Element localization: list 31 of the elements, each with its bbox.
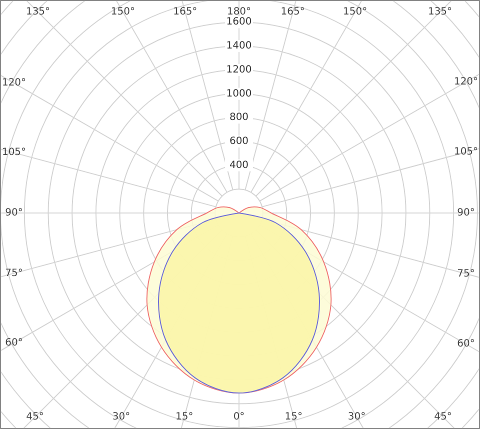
- spoke-label: 45°: [26, 412, 44, 422]
- spoke-label: 90°: [5, 208, 23, 218]
- spoke-label: 15°: [284, 412, 303, 422]
- spoke-label: 45°: [434, 412, 452, 422]
- spoke-label: 60°: [457, 338, 475, 350]
- y-tick-label: 1200: [226, 64, 252, 76]
- spoke-label: 30°: [348, 412, 366, 422]
- spoke-label: 150°: [110, 6, 135, 18]
- spoke-label: 135°: [26, 6, 50, 18]
- spoke-label: 75°: [457, 268, 475, 280]
- spoke-label: 15°: [175, 412, 194, 422]
- spoke-label: 0°: [233, 412, 245, 422]
- spoke-label: 165°: [280, 6, 305, 18]
- spoke-label: 120°: [2, 78, 26, 89]
- spoke-label: 60°: [5, 337, 23, 348]
- spoke-label: 180°: [226, 6, 252, 18]
- y-tick-label: 1400: [226, 40, 252, 52]
- spoke-label: 135°: [428, 6, 452, 18]
- y-tick-label: 1000: [226, 88, 252, 100]
- spoke-label: 30°: [112, 412, 130, 422]
- spoke-label: 75°: [5, 268, 23, 279]
- y-tick-label: 1600: [226, 16, 252, 28]
- spoke-label: 120°: [454, 76, 478, 88]
- spoke-label: 105°: [2, 147, 26, 158]
- spoke-label: 165°: [173, 6, 198, 18]
- spoke-label: 105°: [454, 146, 478, 158]
- spoke-label: 90°: [457, 208, 475, 218]
- y-tick-label: 400: [229, 160, 249, 171]
- y-tick-label: 600: [229, 136, 249, 147]
- y-tick-label: 800: [229, 112, 249, 124]
- spoke-label: 150°: [343, 6, 368, 18]
